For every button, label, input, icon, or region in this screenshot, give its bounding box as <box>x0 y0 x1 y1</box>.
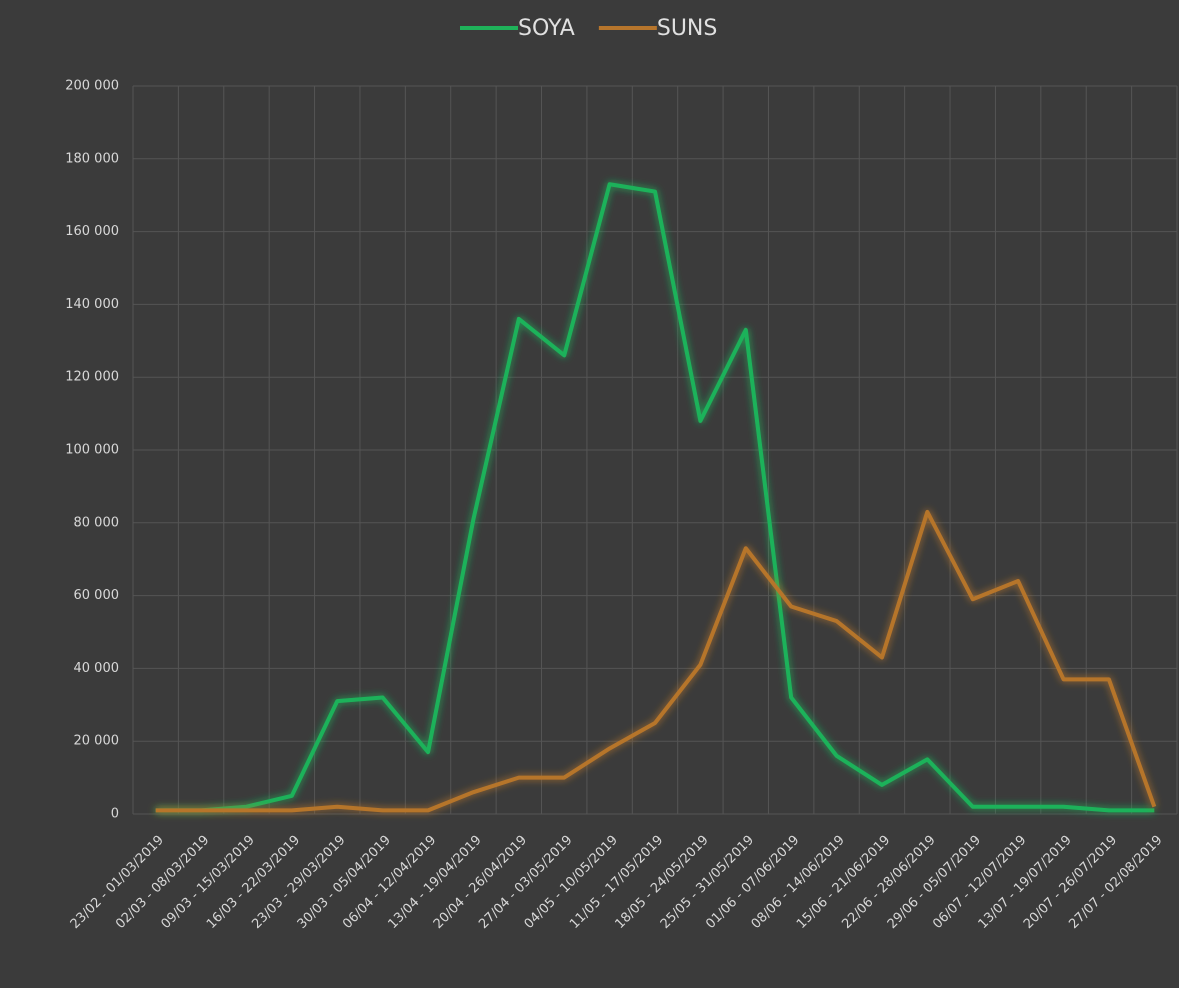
y-tick-label: 80 000 <box>74 515 120 530</box>
legend-label: SUNS <box>657 16 718 41</box>
y-tick-label: 100 000 <box>65 443 119 458</box>
y-tick-label: 160 000 <box>65 224 119 239</box>
legend-label: SOYA <box>518 16 575 41</box>
y-tick-label: 180 000 <box>65 151 119 166</box>
y-tick-label: 40 000 <box>74 661 120 676</box>
series-line <box>155 509 1157 813</box>
y-tick-label: 200 000 <box>65 79 119 94</box>
y-tick-label: 120 000 <box>65 370 119 385</box>
y-tick-label: 60 000 <box>74 588 120 603</box>
x-tick-label: 27/07 - 02/08/2019 <box>1066 833 1165 932</box>
series-line <box>155 182 1155 813</box>
y-tick-label: 0 <box>111 807 119 822</box>
y-tick-label: 20 000 <box>74 734 120 749</box>
y-tick-label: 140 000 <box>65 297 119 312</box>
